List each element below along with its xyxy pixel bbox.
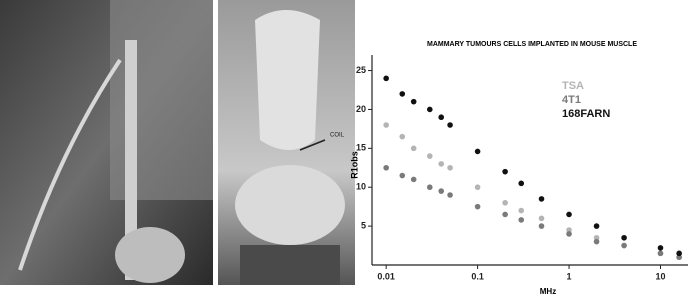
point xyxy=(411,146,417,152)
point xyxy=(518,181,524,187)
point xyxy=(539,196,545,202)
point xyxy=(427,107,433,113)
point xyxy=(427,184,433,190)
point xyxy=(566,231,572,237)
point xyxy=(594,223,600,229)
y-tick-label: 5 xyxy=(361,220,366,230)
point xyxy=(438,114,444,120)
x-tick-label: 1 xyxy=(567,271,572,281)
x-tick-label: 0.01 xyxy=(377,271,395,281)
point xyxy=(502,200,508,206)
point xyxy=(621,243,627,249)
photo-annotation: COIL xyxy=(330,133,345,139)
middle-photo: COIL xyxy=(218,0,355,285)
chart: MAMMARY TUMOURS CELLS IMPLANTED IN MOUSE… xyxy=(349,41,637,296)
point xyxy=(411,177,417,183)
point xyxy=(447,165,453,171)
point xyxy=(475,149,481,155)
point xyxy=(427,153,433,159)
point xyxy=(438,188,444,194)
point xyxy=(399,91,405,97)
point xyxy=(475,184,481,190)
y-tick-label: 20 xyxy=(356,104,366,114)
point xyxy=(399,173,405,179)
point xyxy=(502,169,508,175)
y-tick-label: 25 xyxy=(356,65,366,75)
point xyxy=(383,122,389,128)
point xyxy=(502,212,508,218)
point xyxy=(438,161,444,167)
point xyxy=(383,165,389,171)
y-tick-label: 15 xyxy=(356,143,366,153)
x-tick-label: 10 xyxy=(655,271,665,281)
point xyxy=(658,251,664,257)
point xyxy=(447,192,453,198)
point xyxy=(539,223,545,229)
point xyxy=(447,122,453,128)
point xyxy=(621,235,627,241)
point xyxy=(539,216,545,222)
point xyxy=(518,208,524,214)
point xyxy=(676,251,682,257)
legend-label: TSA xyxy=(562,80,584,92)
figure: COIL MAMMARY TUMOURS CELLS IMPLANTED IN … xyxy=(0,0,692,298)
left-photo xyxy=(0,0,213,285)
point xyxy=(594,239,600,245)
point xyxy=(399,134,405,140)
point xyxy=(658,245,664,251)
y-axis-label: R1obs xyxy=(349,151,359,179)
chart-title: MAMMARY TUMOURS CELLS IMPLANTED IN MOUSE… xyxy=(427,41,637,48)
legend-label: 4T1 xyxy=(562,94,581,106)
point xyxy=(518,217,524,223)
x-tick-label: 0.1 xyxy=(471,271,484,281)
point xyxy=(566,212,572,218)
point xyxy=(411,99,417,105)
point xyxy=(475,204,481,210)
point xyxy=(383,76,389,82)
y-tick-label: 10 xyxy=(356,182,366,192)
legend-label: 168FARN xyxy=(562,108,610,120)
x-axis-label: MHz xyxy=(540,287,556,296)
